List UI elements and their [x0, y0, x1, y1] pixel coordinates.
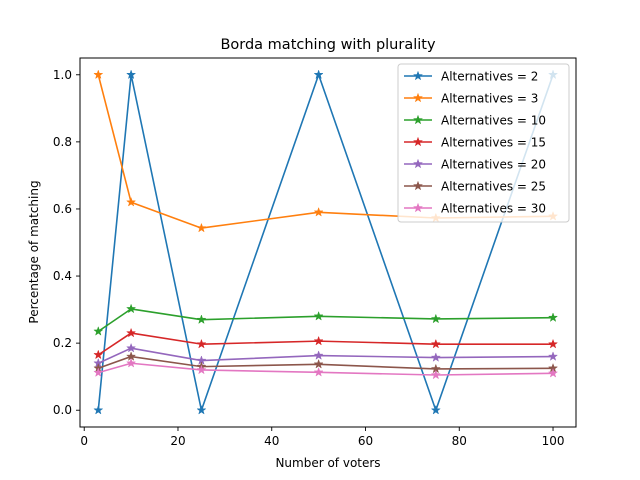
y-tick-label: 0.2	[53, 336, 72, 350]
y-tick-label: 0.6	[53, 202, 72, 216]
data-point	[196, 338, 207, 349]
legend: Alternatives = 2 Alternatives = 3 Alternat…	[397, 63, 570, 223]
data-point	[93, 69, 104, 80]
data-point	[430, 338, 441, 349]
series-line	[97, 73, 554, 412]
data-point	[547, 338, 559, 349]
series	[93, 327, 559, 360]
data-point	[313, 335, 324, 346]
legend-marker	[412, 202, 424, 213]
data-point	[126, 196, 137, 207]
data-point	[430, 404, 441, 415]
data-point	[313, 366, 324, 377]
data-point	[196, 314, 207, 324]
legend-label: Alternatives = 30	[441, 202, 546, 216]
data-point	[430, 313, 441, 324]
data-point	[93, 326, 104, 336]
series	[93, 342, 559, 368]
data-point	[547, 312, 559, 322]
legend-marker	[412, 180, 424, 191]
x-axis-ticks: 0 20 40 60 80 100	[80, 427, 564, 448]
legend-label: Alternatives = 10	[441, 114, 546, 128]
data-point	[313, 350, 324, 360]
data-point	[126, 303, 137, 314]
data-point	[313, 206, 324, 217]
legend-label: Alternatives = 20	[441, 158, 546, 172]
legend-marker	[412, 136, 424, 147]
series-line	[98, 355, 554, 370]
data-point	[430, 369, 441, 380]
data-point	[196, 404, 207, 415]
series	[93, 303, 559, 336]
x-tick-label: 60	[358, 434, 373, 448]
y-tick-label: 0.8	[53, 135, 72, 149]
data-point	[126, 69, 137, 80]
y-tick-label: 0.4	[53, 269, 72, 283]
series-line	[97, 347, 554, 364]
series	[93, 357, 559, 380]
x-tick-label: 20	[170, 434, 185, 448]
axes-frame	[79, 57, 577, 428]
series-line	[97, 332, 554, 356]
x-tick-label: 0	[80, 434, 88, 448]
legend-label: Alternatives = 3	[441, 92, 538, 106]
y-axis-ticks: 0.0 0.2 0.4 0.6 0.8 1.0	[53, 68, 80, 417]
legend-label: Alternatives = 15	[441, 136, 546, 150]
legend-marker	[412, 70, 424, 81]
legend-marker	[412, 158, 424, 169]
data-point	[430, 352, 441, 362]
chart-title: Borda matching with plurality	[220, 37, 435, 53]
x-tick-label: 100	[542, 434, 565, 448]
data-point	[93, 404, 104, 415]
series	[93, 69, 559, 415]
series-line	[98, 362, 554, 376]
legend-marker	[412, 114, 424, 125]
data-point	[93, 367, 104, 377]
y-tick-label: 1.0	[53, 68, 72, 82]
data-point	[126, 327, 137, 338]
x-axis-label: Number of voters	[275, 456, 380, 470]
legend-marker	[412, 92, 424, 103]
data-point	[547, 367, 559, 378]
data-point	[196, 222, 207, 233]
data-point	[196, 364, 207, 375]
data-point	[93, 349, 104, 360]
x-tick-label: 40	[264, 434, 279, 448]
data-point	[126, 342, 137, 353]
series-line	[97, 308, 554, 333]
legend-label: Alternatives = 2	[441, 70, 538, 84]
data-point	[126, 357, 137, 368]
y-axis-label: Percentage of matching	[27, 180, 41, 323]
data-point	[313, 69, 324, 80]
data-point	[313, 358, 324, 369]
data-point	[313, 310, 324, 321]
legend-box	[397, 63, 570, 223]
legend-label: Alternatives = 25	[441, 180, 546, 194]
data-point	[547, 351, 559, 361]
x-tick-label: 80	[452, 434, 467, 448]
y-tick-label: 0.0	[53, 403, 72, 417]
